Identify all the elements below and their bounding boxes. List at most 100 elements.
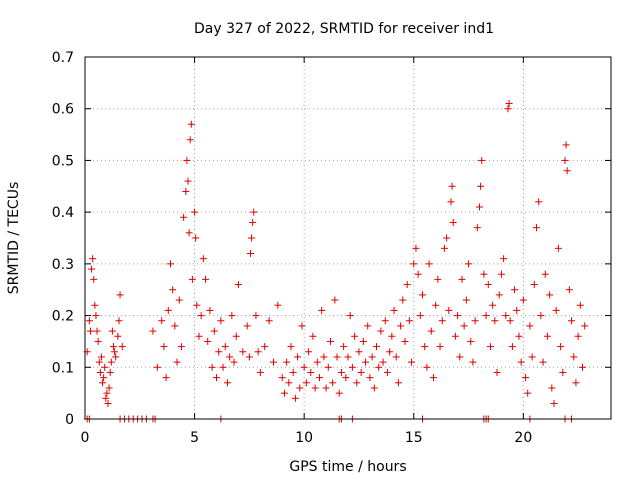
data-point [445,306,453,314]
data-point [486,343,494,351]
data-point [105,384,113,392]
data-point [278,374,286,382]
data-point [565,286,573,294]
data-point [364,322,372,330]
data-point [548,384,556,392]
data-point [370,384,378,392]
data-point [206,306,214,314]
x-tick-label: 10 [295,430,313,446]
data-point [581,322,589,330]
data-point [508,343,516,351]
data-point [195,332,203,340]
data-point [186,136,194,144]
data-point [311,384,319,392]
data-point [552,306,560,314]
data-point [519,296,527,304]
data-point [202,275,210,283]
data-point [291,394,299,402]
data-point [359,337,367,345]
data-point [416,312,424,320]
data-point [245,353,253,361]
data-point [532,224,540,232]
data-point [294,353,302,361]
data-point [559,368,567,376]
data-point [346,312,354,320]
data-point [381,317,389,325]
data-point [226,353,234,361]
data-point [513,306,521,314]
data-point [274,301,282,309]
data-point [476,203,483,211]
plot-frame [84,56,612,420]
data-point [108,327,116,335]
data-point [333,353,341,361]
y-tick-label: 0.7 [52,50,74,66]
data-point [440,244,448,252]
data-point [97,353,105,361]
data-point [528,353,536,361]
data-point [88,265,96,273]
data-point [243,322,251,330]
data-point [386,348,394,356]
data-point [454,312,462,320]
data-point [302,379,310,387]
axis-ticks: 0 0.1 0.2 0.3 0.4 0.5 0.6 0.7 0 5 10 15 20 [52,50,611,446]
data-point [524,389,532,397]
data-point [429,374,437,382]
data-point [480,270,488,278]
data-point [375,363,383,371]
data-point [366,374,374,382]
data-point [449,218,457,226]
data-point [112,353,120,361]
data-point [357,368,365,376]
data-point [316,374,324,382]
data-point [109,343,117,351]
data-point [456,353,464,361]
data-point [221,343,229,351]
data-point [390,306,398,314]
data-point [412,244,420,252]
data-points [83,100,589,423]
data-point [234,281,242,289]
data-point [348,363,356,371]
data-point [192,234,200,242]
data-point [399,296,407,304]
data-point [478,156,486,164]
data-point [95,358,103,366]
data-point [447,198,455,206]
chart-title: Day 327 of 2022, SRMTID for receiver ind… [194,21,494,37]
data-point [401,337,409,345]
data-point [506,317,514,325]
data-point [191,208,199,216]
data-point [329,379,337,387]
data-point [153,363,161,371]
data-point [223,379,231,387]
data-point [438,317,446,325]
data-point [85,317,93,325]
data-point [326,337,334,345]
data-point [537,312,545,320]
data-point [116,291,124,299]
data-point [96,368,104,376]
data-point [162,374,170,382]
data-point [504,105,512,113]
data-point [465,260,473,268]
data-point [355,348,363,356]
data-point [289,368,297,376]
data-point [572,379,580,387]
data-point [280,389,288,397]
y-tick-label: 0.4 [52,205,74,221]
y-tick-label: 0.5 [52,153,74,169]
data-point [287,343,295,351]
data-point [392,353,400,361]
data-point [166,260,174,268]
data-point [94,337,102,345]
data-point [432,301,440,309]
data-point [313,358,321,366]
data-point [230,358,238,366]
data-point [169,286,177,294]
data-point [309,332,317,340]
y-tick-label: 0.1 [52,360,74,376]
data-point [197,312,205,320]
x-tick-label: 15 [405,430,423,446]
